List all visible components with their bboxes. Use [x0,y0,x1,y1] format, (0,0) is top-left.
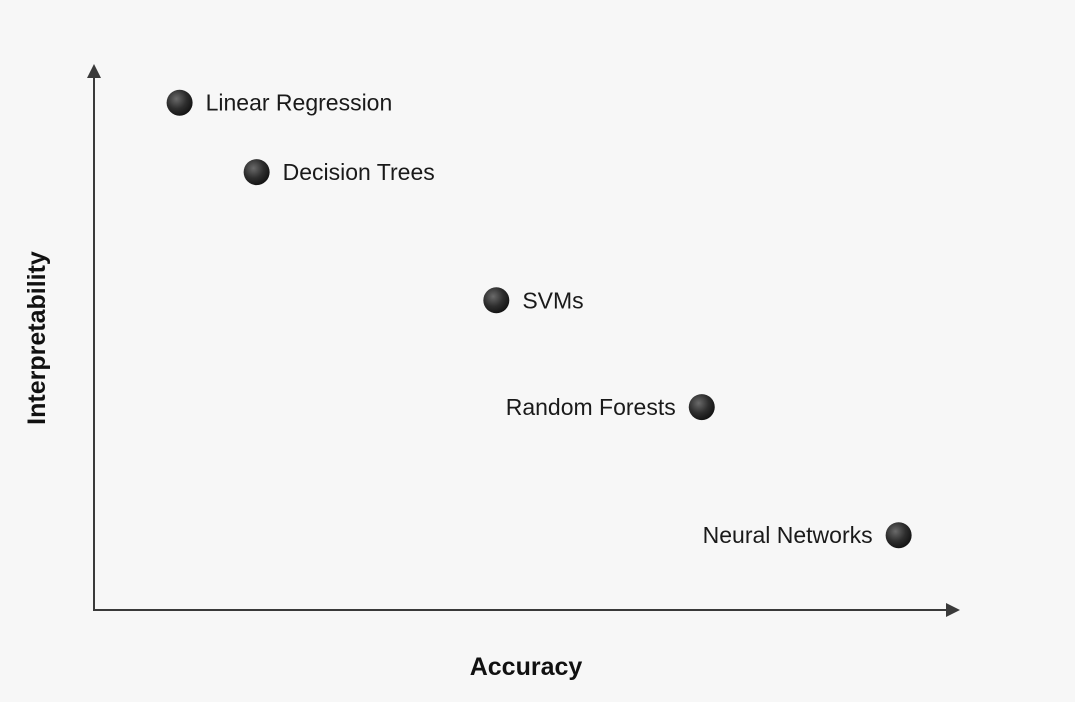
point-label-svms: SVMs [522,287,583,313]
data-point-decision-trees [243,159,270,186]
y-axis-arrowhead [87,64,101,78]
y-axis-title: Interpretability [23,251,51,425]
point-label-linear-regression: Linear Regression [206,90,393,116]
x-axis-arrowhead [946,603,960,617]
data-point-linear-regression [166,89,193,116]
point-label-random-forests: Random Forests [506,394,676,420]
data-point-svms [483,287,510,314]
data-point-random-forests [688,394,715,421]
data-points: Linear Regression Decision Trees SVMs Rando… [166,89,912,549]
data-point-neural-networks [885,522,912,549]
x-axis-title: Accuracy [470,653,583,681]
point-label-neural-networks: Neural Networks [703,522,873,548]
point-label-decision-trees: Decision Trees [283,159,435,185]
